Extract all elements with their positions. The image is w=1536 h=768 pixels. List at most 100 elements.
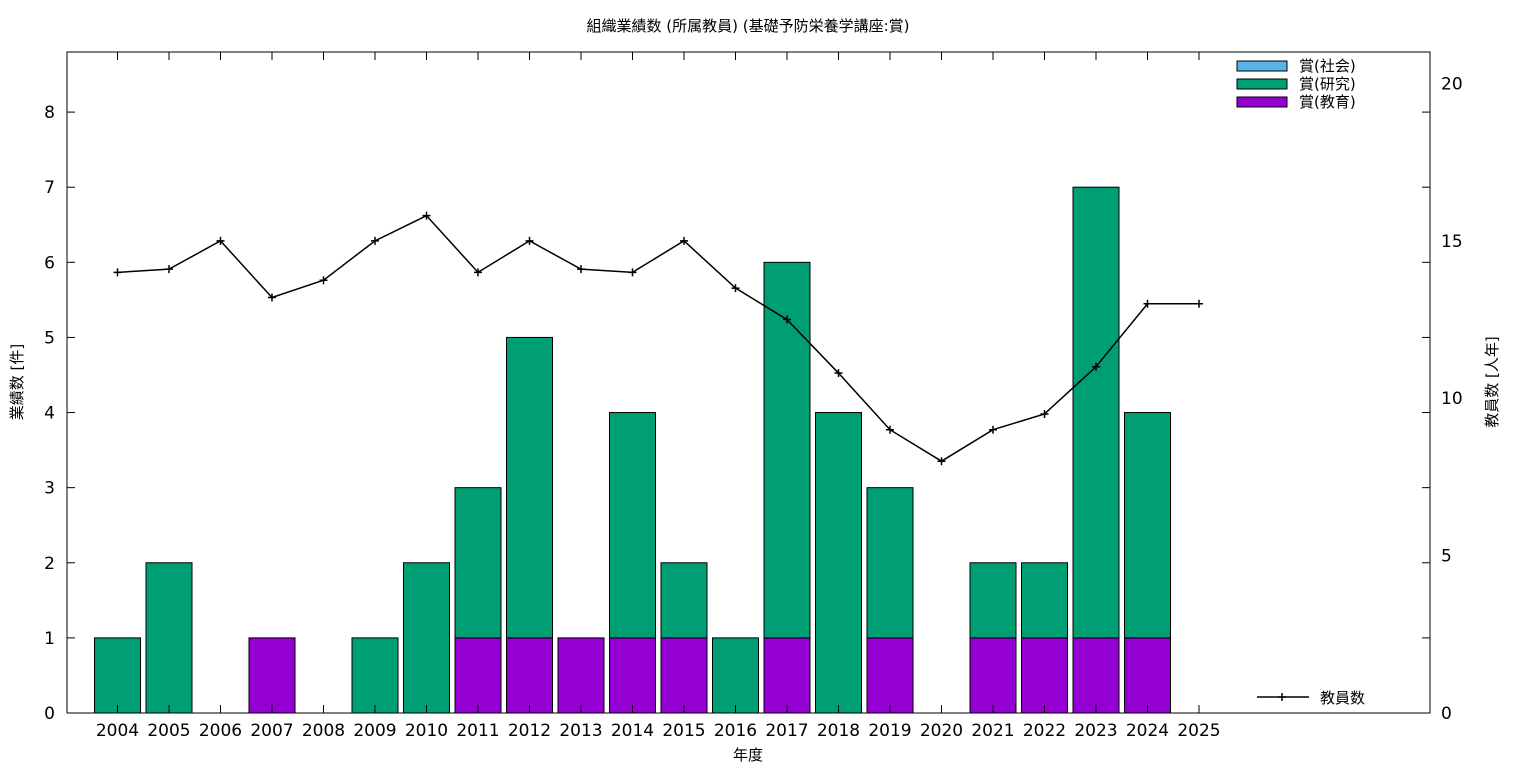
y2-tick-label-0: 0	[1441, 704, 1452, 724]
bar-2-2021	[969, 637, 1017, 714]
faculty-point-2005	[165, 265, 173, 274]
bar-1-2014	[609, 412, 656, 639]
x-tick-label-2016: 2016	[714, 721, 757, 741]
bar-1-2024	[1124, 412, 1171, 639]
x-tick-label-2021: 2021	[971, 721, 1014, 741]
faculty-point-2021	[989, 425, 997, 434]
legend-label-education: 賞(教育)	[1299, 93, 1356, 111]
bar-2-2012	[506, 637, 553, 714]
chart-title: 組織業績数 (所属教員) (基礎予防栄養学講座:賞)	[586, 17, 909, 35]
x-tick-label-2019: 2019	[868, 721, 911, 741]
bar-2-2023	[1072, 637, 1120, 714]
faculty-point-2025	[1195, 299, 1203, 308]
y-tick-label-6: 6	[44, 253, 55, 273]
bar-1-2011	[454, 487, 502, 639]
faculty-point-2004	[113, 268, 122, 277]
x-axis-ticks: 2004 2005 2006 2007 2008 2009 2010 2011 2012 2013…	[96, 52, 1221, 741]
bar-1-2018	[815, 412, 862, 714]
bar-1-2004	[94, 637, 141, 714]
legend-swatch-social	[1236, 60, 1288, 72]
bar-2-2014	[609, 637, 656, 714]
faculty-point-2019	[886, 425, 894, 434]
bar-1-2005	[145, 562, 193, 714]
bar-1-2023	[1072, 186, 1120, 639]
y-tick-label-5: 5	[44, 328, 55, 348]
faculty-point-2008	[319, 276, 328, 285]
x-tick-label-2023: 2023	[1074, 721, 1117, 741]
bar-1-2021	[969, 562, 1017, 639]
x-tick-label-2012: 2012	[508, 721, 551, 741]
legend-line-marker	[1278, 693, 1286, 701]
bar-2-2013	[557, 637, 605, 714]
y-tick-label-8: 8	[44, 103, 55, 123]
bar-2-2015	[660, 637, 708, 714]
x-tick-label-2009: 2009	[353, 721, 396, 741]
y2-tick-label-20: 20	[1441, 74, 1463, 94]
x-tick-label-2005: 2005	[147, 721, 190, 741]
x-tick-label-2024: 2024	[1126, 721, 1169, 741]
y-tick-label-7: 7	[44, 178, 55, 198]
faculty-point-2023	[1092, 362, 1100, 371]
x-tick-label-2014: 2014	[611, 721, 654, 741]
y2-tick-label-5: 5	[1441, 547, 1452, 567]
legend-label-research: 賞(研究)	[1299, 75, 1356, 93]
legend-swatch-research	[1236, 78, 1288, 90]
faculty-line-path	[117, 214, 1199, 463]
x-tick-label-2022: 2022	[1023, 721, 1066, 741]
faculty-point-2014	[628, 268, 637, 277]
legend-label-faculty: 教員数	[1320, 689, 1365, 707]
x-tick-label-2025: 2025	[1177, 721, 1220, 741]
x-tick-label-2010: 2010	[405, 721, 448, 741]
x-tick-label-2013: 2013	[559, 721, 602, 741]
bar-1-2012	[506, 336, 553, 639]
faculty-point-2015	[680, 236, 688, 245]
faculty-point-2018	[834, 369, 843, 378]
legend-label-social: 賞(社会)	[1299, 57, 1356, 75]
y-tick-label-3: 3	[44, 479, 55, 499]
faculty-point-2020	[937, 457, 946, 466]
bar-1-2019	[866, 487, 914, 639]
plot-frame	[66, 51, 1431, 714]
bar-1-2016	[712, 637, 759, 714]
legend-swatch-education	[1236, 96, 1288, 108]
x-tick-label-2018: 2018	[817, 721, 860, 741]
x-tick-label-2011: 2011	[456, 721, 499, 741]
y-axis-label: 業績数 [件]	[8, 344, 26, 420]
y-tick-label-1: 1	[44, 629, 55, 649]
x-axis-label: 年度	[733, 746, 763, 764]
bar-2-2011	[454, 637, 502, 714]
x-tick-label-2008: 2008	[302, 721, 345, 741]
y2-axis-label: 教員数 [人年]	[1483, 336, 1501, 427]
faculty-point-2010	[422, 211, 431, 220]
bar-1-2009	[351, 637, 399, 714]
bar-2-2007	[248, 637, 296, 714]
faculty-point-2011	[474, 268, 482, 277]
bar-1-2015	[660, 562, 708, 639]
legend: 賞(社会) 賞(研究) 賞(教育) 教員数	[1236, 57, 1365, 707]
bar-2-2022	[1021, 637, 1068, 714]
faculty-point-2012	[525, 236, 534, 245]
faculty-point-2024	[1143, 299, 1152, 308]
faculty-point-2016	[731, 284, 740, 293]
x-tick-label-2007: 2007	[250, 721, 293, 741]
faculty-point-2017	[783, 315, 791, 324]
faculty-point-2006	[216, 236, 225, 245]
x-tick-label-2020: 2020	[920, 721, 963, 741]
y-tick-label-2: 2	[44, 554, 55, 574]
x-tick-label-2017: 2017	[765, 721, 808, 741]
bars	[94, 186, 1171, 714]
faculty-line	[113, 211, 1203, 466]
x-tick-label-2006: 2006	[199, 721, 242, 741]
bar-1-2022	[1021, 562, 1068, 639]
y-tick-label-4: 4	[44, 404, 55, 424]
faculty-point-2009	[371, 236, 379, 245]
x-tick-label-2004: 2004	[96, 721, 139, 741]
faculty-point-2013	[577, 265, 585, 274]
bar-2-2019	[866, 637, 914, 714]
y-tick-label-0: 0	[44, 704, 55, 724]
faculty-point-2007	[268, 293, 276, 302]
faculty-point-2022	[1040, 409, 1049, 418]
bar-2-2024	[1124, 637, 1171, 714]
bar-1-2017	[763, 261, 811, 639]
